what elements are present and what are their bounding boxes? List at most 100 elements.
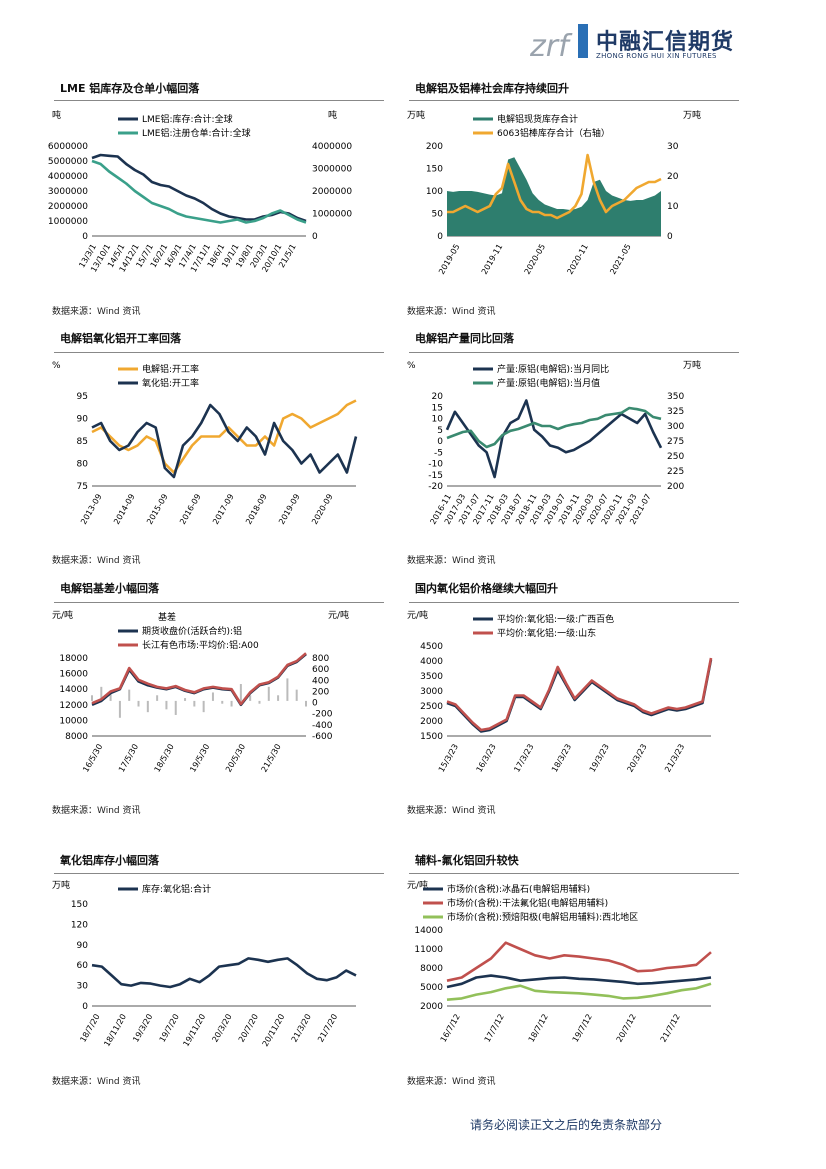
x-tick: 20/3/20 — [210, 1013, 233, 1044]
x-tick: 21/7/20 — [316, 1013, 339, 1044]
panel-rule — [54, 352, 384, 353]
left-tick: 16000 — [59, 670, 88, 680]
line-series — [91, 399, 357, 474]
legend-entry: 期货收盘价(活跃合约):铝 — [142, 625, 242, 637]
left-tick: -10 — [428, 460, 443, 470]
panel-title: 氧化铝库存小幅回落 — [60, 854, 159, 867]
x-tick: 20/7/20 — [237, 1013, 260, 1044]
left-tick: 120 — [71, 920, 88, 930]
basis-bar — [109, 692, 112, 701]
right-tick: 300 — [667, 422, 684, 432]
basis-bar — [239, 684, 242, 701]
basis-bar — [100, 686, 103, 701]
right-unit: 万吨 — [683, 359, 701, 371]
x-tick: 19/3/23 — [588, 743, 611, 774]
x-tick: 20/3/23 — [625, 743, 648, 774]
right-tick: 800 — [312, 654, 329, 664]
left-tick: 14000 — [414, 926, 443, 936]
right-tick: 200 — [312, 687, 329, 697]
x-tick: 16/5/30 — [81, 743, 104, 774]
left-tick: 5 — [437, 426, 443, 436]
basis-bar — [128, 689, 131, 701]
x-tick: 2020-05 — [523, 243, 548, 276]
basis-bar — [193, 700, 196, 707]
panel-rule — [409, 602, 739, 603]
right-tick: 250 — [667, 452, 684, 462]
data-source: 数据来源：Wind 资讯 — [407, 1077, 496, 1087]
left-tick: 4000 — [420, 657, 443, 667]
left-tick: 0 — [437, 437, 443, 447]
line-series — [91, 159, 307, 224]
left-tick: 10000 — [59, 716, 88, 726]
x-tick: 2013-09 — [79, 493, 104, 526]
left-tick: 18000 — [59, 654, 88, 664]
legend-entry: 库存:氧化铝:合计 — [142, 883, 211, 895]
panel-title: LME 铝库存及仓单小幅回落 — [60, 82, 200, 95]
x-tick: 19/5/30 — [188, 743, 211, 774]
data-source: 数据来源：Wind 资讯 — [52, 556, 141, 566]
legend-entry: 长江有色市场:平均价:铝:A00 — [142, 639, 259, 651]
x-tick: 2014-09 — [112, 493, 137, 526]
left-tick: 1500 — [420, 732, 443, 742]
x-tick: 17/5/30 — [117, 743, 140, 774]
left-unit: 元/吨 — [407, 879, 428, 891]
x-tick: 2016-09 — [178, 493, 203, 526]
basis-bar — [211, 692, 214, 701]
right-tick: 275 — [667, 437, 684, 447]
right-tick: 400 — [312, 676, 329, 686]
right-tick: -200 — [312, 710, 333, 720]
line-series — [445, 399, 663, 479]
line-series — [447, 153, 662, 220]
left-tick: 12000 — [59, 701, 88, 711]
right-tick: 225 — [667, 467, 684, 477]
x-tick: 21/7/12 — [659, 1013, 682, 1044]
left-tick: 2000 — [420, 1002, 443, 1012]
x-tick: 2020-09 — [310, 493, 335, 526]
left-tick: 95 — [77, 392, 88, 402]
right-tick: 30 — [667, 142, 679, 152]
left-tick: 3500 — [420, 672, 443, 682]
x-tick: 16/3/23 — [475, 743, 498, 774]
left-tick: 5000 — [420, 983, 443, 993]
basis-bar — [165, 700, 168, 710]
left-unit: 元/吨 — [407, 609, 428, 621]
line-series — [91, 153, 307, 223]
panel-rule — [54, 873, 384, 874]
left-tick: 85 — [77, 437, 88, 447]
panel-rule — [54, 100, 384, 101]
x-tick: 2017-09 — [211, 493, 236, 526]
right-tick: 3000000 — [312, 165, 352, 175]
footer-disclaimer: 请务必阅读正文之后的免责条款部分 — [470, 1118, 663, 1132]
panel-rule — [409, 352, 739, 353]
right-tick: -600 — [312, 732, 333, 742]
legend-entry: LME铝:库存:合计:全球 — [142, 113, 233, 125]
basis-bar — [221, 700, 224, 704]
x-tick: 18/7/20 — [78, 1013, 101, 1044]
basis-bar — [286, 678, 289, 701]
left-tick: 30 — [77, 982, 89, 992]
x-tick: 2019-11 — [480, 243, 505, 276]
x-tick: 20/5/30 — [224, 743, 247, 774]
panel-title: 电解铝基差小幅回落 — [60, 582, 159, 595]
right-tick: 0 — [667, 232, 673, 242]
right-tick: 20 — [667, 172, 679, 182]
company-logo: zrf — [529, 18, 730, 68]
legend-entry: 电解铝:开工率 — [142, 363, 199, 375]
x-tick: 2020-11 — [565, 243, 590, 276]
right-unit: 吨 — [328, 109, 337, 121]
legend-entry: 产量:原铝(电解铝):当月值 — [497, 377, 600, 389]
left-tick: 90 — [77, 941, 89, 951]
line-series — [446, 657, 713, 732]
legend-entry: 电解铝现货库存合计 — [497, 113, 578, 125]
left-tick: 11000 — [414, 945, 443, 955]
logo-cn: 中融汇信期货 — [596, 30, 735, 55]
left-tick: 10 — [432, 415, 444, 425]
legend-entry: 市场价(含税):干法氟化铝(电解铝用辅料) — [447, 897, 608, 909]
line-series — [446, 974, 712, 989]
left-tick: 3000000 — [48, 187, 88, 197]
x-tick: 19/11/20 — [181, 1013, 207, 1049]
left-tick: 90 — [77, 415, 89, 425]
